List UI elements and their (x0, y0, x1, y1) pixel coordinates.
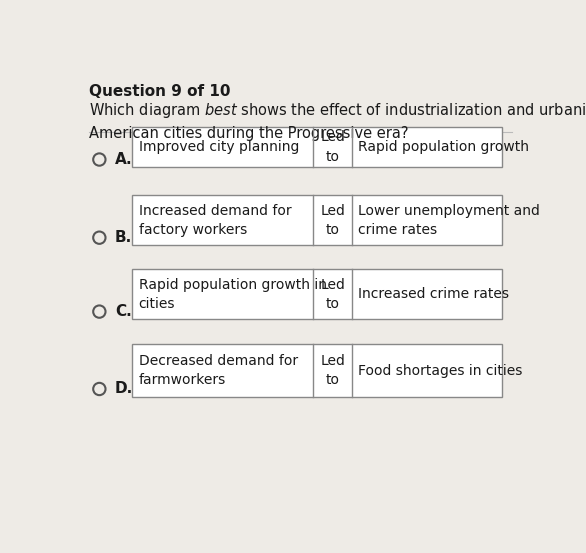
Text: Improved city planning: Improved city planning (139, 140, 299, 154)
Text: Rapid population growth in
cities: Rapid population growth in cities (139, 278, 326, 311)
Bar (132, 345, 502, 397)
Bar (132, 269, 502, 319)
Text: C.: C. (115, 304, 131, 319)
Text: Led
to: Led to (320, 204, 345, 237)
Text: Lower unemployment and
crime rates: Lower unemployment and crime rates (358, 204, 540, 237)
Text: Which diagram $\it{best}$ shows the effect of industrialization and urbanization: Which diagram $\it{best}$ shows the effe… (88, 101, 586, 141)
Text: Rapid population growth: Rapid population growth (358, 140, 529, 154)
Bar (132, 195, 502, 246)
Text: Food shortages in cities: Food shortages in cities (358, 363, 523, 378)
Text: Question 9 of 10: Question 9 of 10 (88, 84, 230, 99)
Text: B.: B. (115, 230, 132, 245)
Text: Increased crime rates: Increased crime rates (358, 287, 509, 301)
Text: Decreased demand for
farmworkers: Decreased demand for farmworkers (139, 354, 298, 387)
Text: Led
to: Led to (320, 278, 345, 311)
Text: Increased demand for
factory workers: Increased demand for factory workers (139, 204, 291, 237)
Text: Led
to: Led to (320, 354, 345, 387)
Text: A.: A. (115, 152, 132, 167)
Bar (132, 127, 502, 167)
Text: Led
to: Led to (320, 131, 345, 164)
Text: D.: D. (115, 382, 133, 397)
